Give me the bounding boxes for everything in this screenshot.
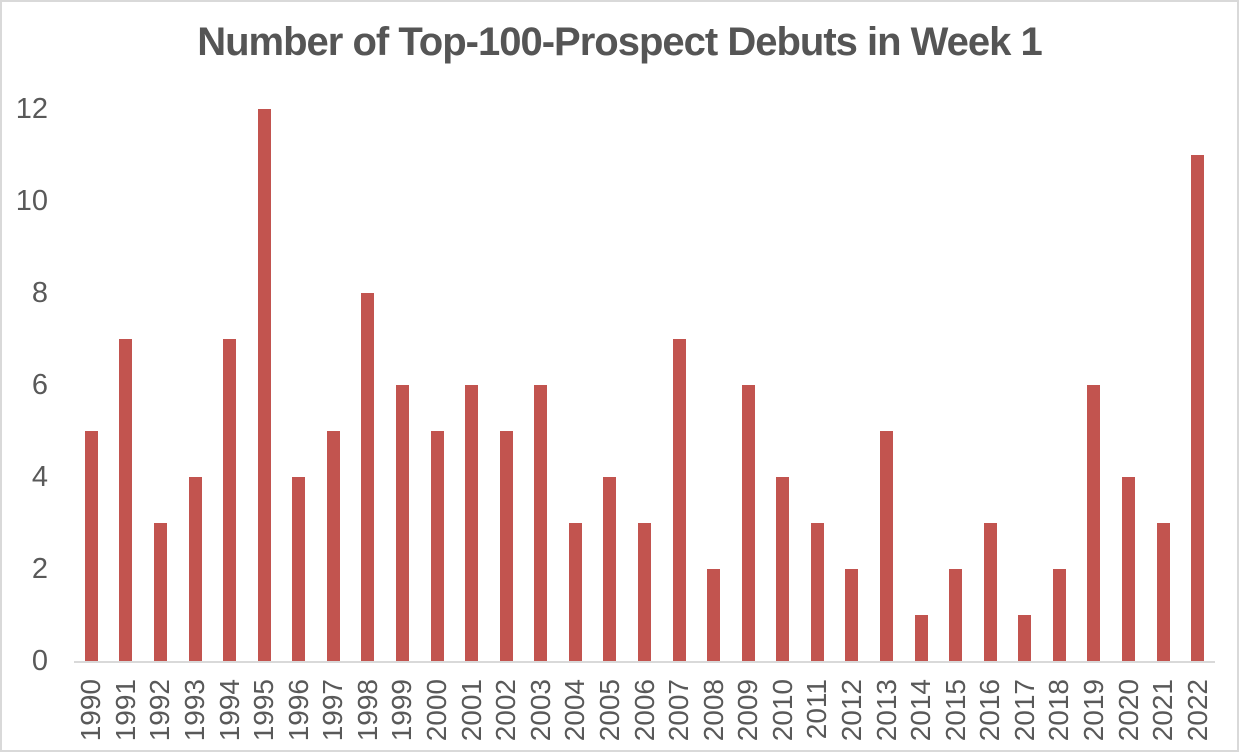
bar-1992 (153, 523, 167, 661)
bar-1991 (119, 339, 133, 661)
x-tick-label: 1997 (317, 679, 349, 742)
bar-2007 (672, 339, 686, 661)
bar-2003 (534, 385, 548, 661)
x-tick-label: 2016 (974, 679, 1006, 742)
x-tick-label: 1994 (213, 679, 245, 742)
x-tick-label: 2002 (490, 679, 522, 742)
bar-2000 (430, 431, 444, 661)
x-tick-label: 1992 (144, 679, 176, 742)
x-tick-label: 2010 (766, 679, 798, 742)
y-tick-label: 10 (15, 185, 48, 217)
x-tick-label: 2013 (870, 679, 902, 742)
bar-1997 (326, 431, 340, 661)
y-tick-label: 4 (31, 461, 48, 493)
x-tick-label: 2021 (1147, 679, 1179, 742)
bar-2022 (1191, 155, 1205, 661)
bar-2015 (949, 569, 963, 661)
bar-2012 (845, 569, 859, 661)
bar-2019 (1087, 385, 1101, 661)
y-tick-label: 12 (15, 93, 48, 125)
bar-1995 (257, 109, 271, 661)
x-tick-label: 2009 (732, 679, 764, 742)
bar-2017 (1018, 615, 1032, 661)
x-tick-label: 2000 (421, 679, 453, 742)
bar-2004 (568, 523, 582, 661)
bar-2018 (1052, 569, 1066, 661)
x-tick-label: 1996 (282, 679, 314, 742)
y-tick-label: 0 (31, 645, 48, 677)
bar-2014 (914, 615, 928, 661)
x-tick-label: 1999 (386, 679, 418, 742)
bar-2002 (499, 431, 513, 661)
x-tick-label: 2003 (524, 679, 556, 742)
x-tick-label: 2017 (1008, 679, 1040, 742)
x-tick-label: 2005 (593, 679, 625, 742)
bar-1999 (395, 385, 409, 661)
bar-2005 (603, 477, 617, 661)
x-tick-label: 1998 (351, 679, 383, 742)
chart-title: Number of Top-100-Prospect Debuts in Wee… (197, 20, 1043, 64)
bar-2011 (810, 523, 824, 661)
bar-1994 (223, 339, 237, 661)
bar-2008 (707, 569, 721, 661)
x-tick-label: 2019 (1077, 679, 1109, 742)
bar-2013 (880, 431, 894, 661)
x-tick-label: 1991 (109, 679, 141, 742)
x-tick-label: 2015 (939, 679, 971, 742)
y-tick-label: 2 (31, 553, 48, 585)
x-tick-label: 1993 (179, 679, 210, 742)
bar-2016 (983, 523, 997, 661)
x-tick-label: 2007 (663, 679, 695, 742)
bar-2020 (1122, 477, 1136, 661)
x-tick-label: 2014 (905, 679, 937, 742)
bar-1990 (84, 431, 98, 661)
x-tick-label: 2012 (835, 679, 867, 742)
bar-2009 (741, 385, 755, 661)
x-tick-label: 2008 (697, 679, 729, 742)
plot-area (74, 109, 1215, 661)
y-tick-label: 8 (31, 277, 48, 309)
x-tick-label: 2022 (1181, 679, 1213, 742)
x-axis-line (74, 661, 1215, 663)
x-tick-label: 2004 (559, 679, 591, 742)
bar-2001 (465, 385, 479, 661)
bar-1993 (188, 477, 202, 661)
bar-1998 (361, 293, 375, 661)
bar-2006 (638, 523, 651, 661)
x-tick-label: 2018 (1043, 679, 1075, 742)
x-tick-label: 2020 (1112, 679, 1144, 742)
bar-2021 (1156, 523, 1170, 661)
x-tick-label: 1995 (248, 679, 280, 742)
y-tick-label: 6 (31, 369, 48, 401)
x-tick-label: 2001 (455, 679, 487, 742)
bar-1996 (292, 477, 306, 661)
x-tick-label: 2006 (628, 679, 660, 742)
x-tick-label: 2011 (801, 679, 833, 740)
x-tick-label: 1990 (75, 679, 107, 742)
bar-2010 (776, 477, 790, 661)
